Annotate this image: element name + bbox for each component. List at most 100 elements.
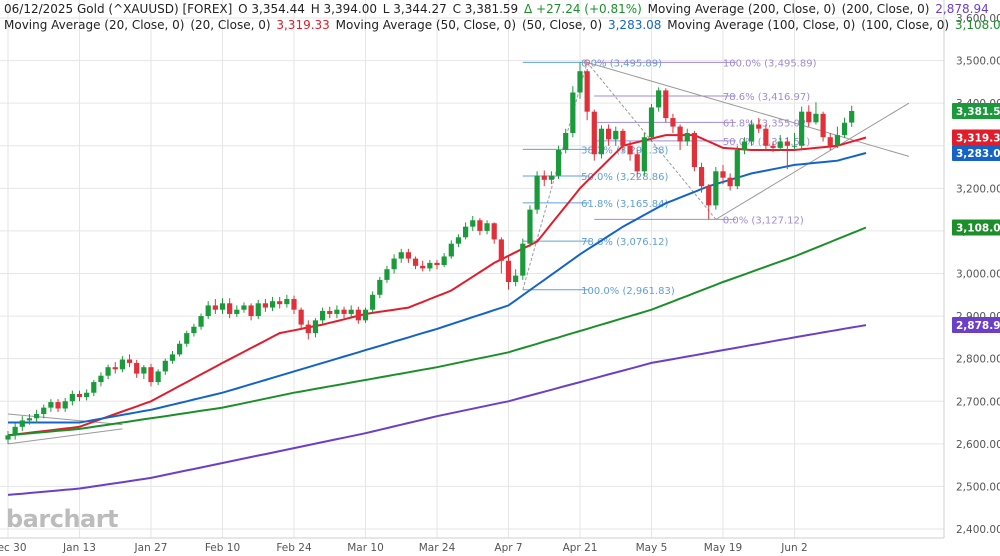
candle-body bbox=[513, 275, 519, 283]
candle-body bbox=[849, 111, 855, 123]
candle-body bbox=[813, 113, 819, 123]
candle bbox=[312, 318, 319, 338]
ma200-value: 2,878.94 bbox=[935, 2, 989, 16]
fib2-level-label: 61.8% (3,355.02) bbox=[723, 118, 810, 129]
ma200-label[interactable]: Moving Average (200, Close, 0) bbox=[647, 2, 836, 16]
ma-line-ma100 bbox=[7, 226, 867, 437]
fib1-level-label: 100.0% (2,961.83) bbox=[581, 286, 675, 297]
candle-body bbox=[641, 137, 647, 172]
candle-body bbox=[727, 177, 733, 187]
ma50-value: 3,283.08 bbox=[607, 18, 662, 32]
ma20-value: 3,319.33 bbox=[276, 18, 330, 32]
ma100-label[interactable]: Moving Average (100, Close, 0) bbox=[667, 18, 856, 32]
low-value: L 3,344.27 bbox=[382, 2, 447, 16]
candle bbox=[734, 145, 740, 190]
candle bbox=[34, 409, 40, 424]
high-value: H 3,394.00 bbox=[310, 2, 377, 16]
candle-body bbox=[784, 141, 790, 146]
candle bbox=[284, 294, 290, 308]
candle bbox=[548, 171, 554, 185]
fib2-level-label: 78.6% (3,416.97) bbox=[723, 92, 810, 103]
candle bbox=[55, 399, 61, 412]
grid-lines bbox=[0, 0, 944, 538]
candle bbox=[234, 305, 240, 317]
candle-body bbox=[527, 209, 533, 244]
candle bbox=[291, 295, 297, 314]
candle-body bbox=[841, 122, 848, 136]
trendline bbox=[715, 102, 910, 220]
fib1-level-label: 61.8% (3,165.84) bbox=[581, 199, 668, 210]
candle-body bbox=[570, 92, 576, 133]
ma50-label[interactable]: Moving Average (50, Close, 0) bbox=[335, 18, 517, 32]
candle-body bbox=[155, 371, 161, 383]
price-tag-text: 2,878.94 bbox=[956, 320, 1000, 332]
candle bbox=[791, 132, 798, 151]
candle-body bbox=[505, 260, 512, 283]
candle bbox=[348, 305, 354, 317]
y-tick-label: 2,400.00 bbox=[956, 524, 1000, 536]
x-tick-label: Jan 27 bbox=[134, 542, 168, 554]
candle-body bbox=[563, 132, 569, 151]
fib1-level-label: 50.0% (3,228.86) bbox=[581, 172, 668, 183]
candle-body bbox=[606, 128, 612, 140]
candle-body bbox=[541, 175, 547, 180]
candle bbox=[634, 150, 640, 178]
candle bbox=[41, 404, 47, 419]
candle bbox=[262, 299, 268, 312]
candle-body bbox=[269, 301, 276, 308]
header-line-1: 06/12/2025 Gold (^XAUUSD) [FOREX] O 3,35… bbox=[4, 2, 991, 16]
candles bbox=[5, 62, 855, 444]
x-tick-label: Feb 24 bbox=[276, 542, 312, 554]
candle-body bbox=[548, 175, 554, 180]
candle bbox=[169, 351, 176, 364]
candle-body bbox=[806, 111, 812, 123]
candle bbox=[513, 269, 519, 287]
candle bbox=[148, 363, 154, 387]
candle bbox=[627, 141, 633, 161]
candle bbox=[799, 106, 805, 150]
ma200-params: (200, Close, 0) bbox=[841, 2, 930, 16]
candle bbox=[827, 132, 833, 151]
x-tick-label: Mar 10 bbox=[347, 542, 384, 554]
candle bbox=[405, 248, 411, 263]
candle bbox=[541, 170, 547, 187]
fib1-level-label: 38.2% (3,291.38) bbox=[581, 145, 668, 156]
candle bbox=[134, 359, 140, 378]
candle bbox=[141, 365, 147, 380]
candle bbox=[177, 340, 183, 357]
candle-body bbox=[799, 111, 805, 146]
candle bbox=[598, 125, 605, 159]
candle bbox=[555, 145, 562, 179]
candle bbox=[355, 306, 361, 324]
candle-body bbox=[398, 252, 404, 259]
candle bbox=[277, 296, 283, 309]
candle-body bbox=[177, 343, 183, 355]
candle bbox=[570, 86, 576, 138]
candle-body bbox=[477, 220, 483, 231]
candle-body bbox=[169, 354, 176, 361]
trendline bbox=[7, 413, 123, 426]
candle bbox=[620, 128, 626, 153]
candle bbox=[112, 362, 118, 374]
candle-body bbox=[441, 256, 447, 265]
ma20-label[interactable]: Moving Average (20, Close, 0) bbox=[4, 18, 185, 32]
candle-body bbox=[76, 394, 83, 397]
candle bbox=[577, 62, 583, 99]
candle-body bbox=[834, 135, 840, 146]
candle bbox=[298, 307, 304, 329]
candle-body bbox=[69, 394, 75, 402]
candle-body bbox=[598, 128, 605, 155]
candle bbox=[391, 254, 397, 274]
candle bbox=[806, 105, 812, 127]
candle bbox=[720, 164, 726, 185]
candle bbox=[527, 205, 533, 248]
candle-body bbox=[534, 175, 540, 210]
ma20-params: (20, Close, 0) bbox=[190, 18, 271, 32]
x-tick-label: May 19 bbox=[704, 542, 742, 554]
x-tick-label: Mar 24 bbox=[419, 542, 456, 554]
price-tag-bg bbox=[952, 144, 1000, 161]
candle-body bbox=[55, 402, 61, 409]
candle bbox=[663, 88, 669, 123]
candle-body bbox=[384, 269, 390, 280]
